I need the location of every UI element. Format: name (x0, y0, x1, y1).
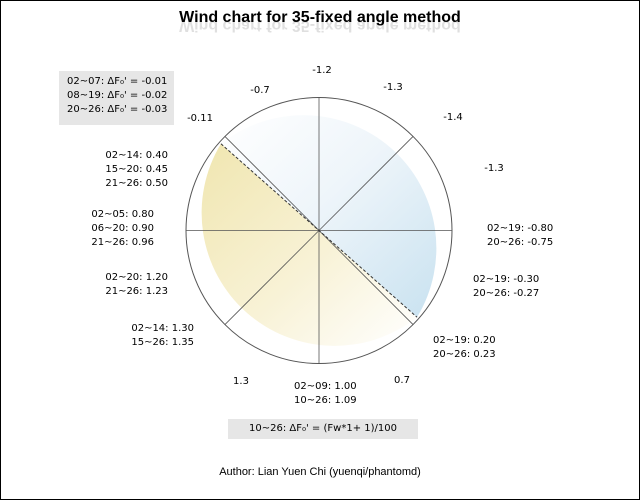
label-sw-line1: 02~14: 1.30 (131, 323, 194, 334)
radius-nw (224, 136, 320, 231)
label-nw: -0.11 (187, 113, 213, 124)
label-se-line2: 20~26: 0.23 (433, 349, 496, 360)
label-sse: 0.7 (394, 375, 410, 386)
radius-ne (318, 136, 414, 231)
headwind-half (220, 115, 437, 318)
label-ese-line2: 20~26: -0.27 (473, 288, 539, 299)
legend-line-2: 08~19: ΔF₀' = -0.02 (67, 90, 168, 101)
radius-se (318, 230, 414, 325)
label-nnw: -0.7 (250, 85, 270, 96)
tailwind-half (201, 143, 418, 346)
label-wnw-line2: 15~20: 0.45 (105, 164, 168, 175)
radius-sw (224, 230, 320, 325)
label-se-line1: 02~19: 0.20 (433, 335, 496, 346)
label-e-line1: 02~19: -0.80 (487, 223, 553, 234)
label-ese-line1: 02~19: -0.30 (473, 274, 539, 285)
legend-line-1: 02~07: ΔF₀' = -0.01 (67, 76, 168, 87)
label-nne: -1.3 (383, 82, 403, 93)
chart-title: Wind chart for 35-fixed angle method (179, 9, 461, 26)
author-credit: Author: Lian Yuen Chi (yuenqi/phantomd) (219, 466, 421, 478)
label-wsw-line2: 21~26: 1.23 (105, 286, 168, 297)
label-ssw: 1.3 (233, 376, 249, 387)
boundary-dashed-line (220, 143, 418, 318)
label-wsw-line1: 02~20: 1.20 (105, 272, 168, 283)
label-wnw-line3: 21~26: 0.50 (105, 178, 168, 189)
label-e-line2: 20~26: -0.75 (487, 237, 553, 248)
label-n: -1.2 (312, 65, 332, 76)
label-wnw-line1: 02~14: 0.40 (105, 150, 168, 161)
label-w-line3: 21~26: 0.96 (91, 237, 154, 248)
label-ene: -1.3 (484, 163, 504, 174)
legend-line-3: 20~26: ΔF₀' = -0.03 (67, 104, 168, 115)
label-w-line2: 06~20: 0.90 (91, 223, 154, 234)
formula-box: 10~26: ΔF₀' = (Fw*1+ 1)/100 (228, 419, 418, 439)
wind-circle (185, 97, 453, 364)
label-s-line2: 10~26: 1.09 (294, 395, 357, 406)
label-ne: -1.4 (443, 112, 463, 123)
legend-box: 02~07: ΔF₀' = -0.01 08~19: ΔF₀' = -0.02 … (59, 71, 174, 125)
label-s-line1: 02~09: 1.00 (294, 381, 357, 392)
label-sw-line2: 15~26: 1.35 (131, 337, 194, 348)
label-w-line1: 02~05: 0.80 (91, 209, 154, 220)
